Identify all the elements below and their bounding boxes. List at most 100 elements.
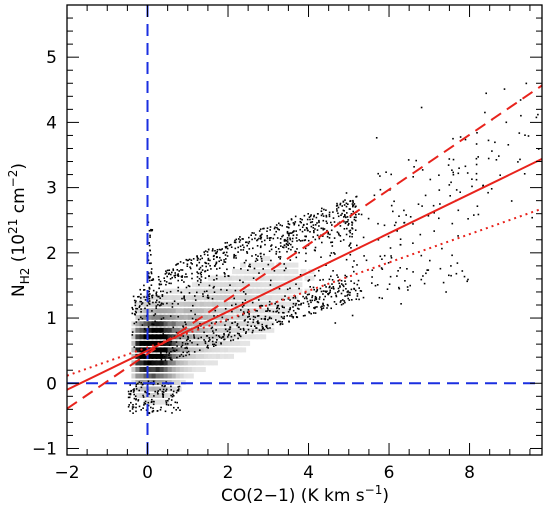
scatter-point: [189, 266, 191, 268]
density-cell: [147, 367, 154, 372]
density-cell: [183, 334, 190, 340]
scatter-point: [333, 237, 336, 239]
scatter-point: [170, 340, 173, 343]
scatter-point: [174, 401, 177, 404]
density-cell: [135, 360, 142, 366]
scatter-point: [337, 280, 340, 282]
scatter-point: [475, 172, 478, 175]
scatter-point: [180, 346, 183, 348]
scatter-point: [482, 185, 484, 187]
density-cell: [268, 321, 275, 327]
density-cell: [183, 367, 190, 372]
density-cell: [268, 262, 275, 268]
scatter-point: [209, 259, 211, 262]
density-cell: [187, 367, 194, 372]
scatter-point: [177, 303, 179, 305]
scatter-point: [273, 233, 276, 236]
scatter-point: [148, 393, 150, 395]
density-cell: [135, 380, 142, 385]
scatter-point: [439, 267, 442, 270]
density-cell: [187, 295, 194, 301]
density-cell: [171, 321, 178, 327]
density-cell: [248, 262, 255, 268]
scatter-point: [397, 270, 399, 272]
density-cell: [236, 321, 243, 327]
scatter-point: [318, 221, 320, 224]
density-cell: [215, 288, 222, 294]
scatter-point: [155, 292, 157, 295]
density-cell: [187, 334, 194, 340]
scatter-point: [272, 310, 275, 313]
scatter-point: [387, 262, 390, 264]
scatter-point: [347, 297, 349, 300]
scatter-point: [477, 156, 479, 158]
scatter-point: [252, 247, 254, 250]
scatter-point: [328, 278, 331, 281]
scatter-point: [128, 404, 130, 406]
scatter-point: [185, 339, 188, 341]
scatter-point: [159, 297, 161, 299]
scatter-point: [295, 230, 297, 232]
scatter-point: [224, 242, 227, 244]
scatter-point: [177, 286, 180, 289]
scatter-point: [340, 303, 343, 306]
scatter-point: [177, 315, 179, 318]
scatter-point: [329, 233, 331, 236]
density-cell: [215, 301, 222, 307]
density-cell: [296, 275, 303, 281]
scatter-point: [268, 303, 271, 306]
scatter-point: [309, 299, 312, 302]
scatter-point: [356, 264, 358, 266]
density-cell: [280, 262, 287, 268]
density-cell: [264, 301, 271, 307]
scatter-point: [172, 326, 175, 329]
scatter-point: [179, 337, 181, 340]
density-cell: [276, 269, 283, 275]
scatter-point: [283, 306, 285, 309]
scatter-point: [177, 290, 179, 292]
scatter-point: [487, 191, 489, 194]
density-cell: [195, 301, 202, 307]
scatter-point: [285, 239, 287, 242]
scatter-point: [278, 228, 280, 231]
scatter-point: [133, 388, 135, 390]
density-cell: [211, 340, 218, 346]
density-cell: [199, 282, 206, 288]
scatter-point: [308, 279, 311, 281]
density-cell: [236, 295, 243, 301]
scatter-point: [212, 248, 214, 250]
scatter-point: [221, 316, 224, 319]
scatter-point: [276, 321, 278, 323]
scatter-point: [289, 232, 291, 234]
scatter-point: [191, 277, 193, 280]
scatter-point: [337, 215, 340, 218]
scatter-point: [259, 228, 262, 230]
density-cell: [207, 295, 214, 301]
scatter-point: [291, 246, 294, 248]
scatter-point: [132, 391, 135, 393]
scatter-point: [204, 250, 207, 252]
density-cell: [232, 340, 238, 346]
scatter-point: [135, 383, 138, 386]
scatter-point: [309, 218, 311, 221]
scatter-point: [281, 224, 283, 227]
scatter-point: [252, 329, 254, 332]
density-cloud: [131, 256, 315, 405]
scatter-point: [252, 321, 254, 324]
scatter-point: [279, 322, 282, 325]
scatter-point: [136, 307, 139, 310]
density-cell: [163, 288, 170, 294]
scatter-point: [326, 303, 329, 306]
density-cell: [183, 347, 190, 353]
scatter-point: [199, 349, 201, 351]
density-cell: [151, 308, 158, 314]
density-cell: [139, 327, 146, 333]
density-cell: [139, 314, 146, 320]
scatter-point: [342, 289, 345, 292]
scatter-point: [175, 264, 177, 266]
density-cell: [228, 321, 234, 327]
scatter-point: [448, 184, 451, 186]
density-cell: [175, 367, 182, 372]
scatter-point: [310, 225, 313, 228]
scatter-point: [305, 235, 307, 238]
